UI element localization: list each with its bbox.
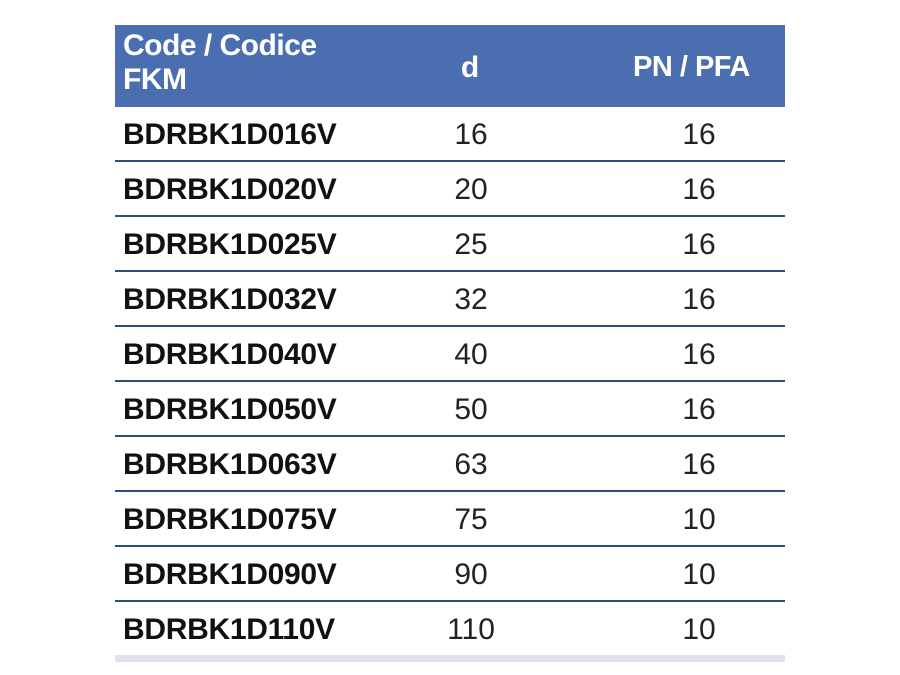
- table-header: Code / Codice FKM d PN / PFA: [115, 25, 785, 107]
- cell-pn: 16: [682, 448, 716, 481]
- cell-pn: 16: [682, 283, 716, 316]
- cell-pn: 16: [682, 393, 716, 426]
- product-table: Code / Codice FKM d PN / PFA BDRBK1D016V…: [115, 25, 785, 662]
- table-row: BDRBK1D090V 90 10: [115, 547, 785, 602]
- cell-d: 32: [454, 283, 488, 316]
- cell-pn: 16: [682, 173, 716, 206]
- table-row: BDRBK1D063V 63 16: [115, 437, 785, 492]
- header-d: d: [460, 51, 480, 84]
- cell-d: 75: [454, 503, 488, 536]
- cell-code: BDRBK1D063V: [123, 448, 337, 481]
- cell-d: 63: [454, 448, 488, 481]
- cell-pn: 10: [682, 558, 716, 591]
- cell-pn: 10: [682, 503, 716, 536]
- cell-pn: 16: [682, 228, 716, 261]
- table-row: BDRBK1D110V 110 10: [115, 602, 785, 655]
- cell-d: 110: [447, 613, 495, 646]
- table-row: BDRBK1D020V 20 16: [115, 162, 785, 217]
- table-row: BDRBK1D032V 32 16: [115, 272, 785, 327]
- table-row: BDRBK1D050V 50 16: [115, 382, 785, 437]
- header-code: Code / Codice FKM: [123, 29, 317, 97]
- cell-code: BDRBK1D110V: [123, 613, 335, 646]
- table-row: BDRBK1D040V 40 16: [115, 327, 785, 382]
- cell-d: 90: [454, 558, 488, 591]
- table-footer-bar: [115, 655, 785, 662]
- cell-d: 50: [454, 393, 488, 426]
- cell-d: 25: [454, 228, 488, 261]
- table-row: BDRBK1D016V 16 16: [115, 107, 785, 162]
- cell-code: BDRBK1D032V: [123, 283, 337, 316]
- cell-pn: 16: [682, 338, 716, 371]
- header-pn-pfa: PN / PFA: [633, 51, 750, 83]
- cell-code: BDRBK1D050V: [123, 393, 337, 426]
- cell-d: 40: [454, 338, 488, 371]
- cell-code: BDRBK1D025V: [123, 228, 337, 261]
- table-row: BDRBK1D025V 25 16: [115, 217, 785, 272]
- cell-pn: 10: [682, 613, 716, 646]
- table-row: BDRBK1D075V 75 10: [115, 492, 785, 547]
- cell-pn: 16: [682, 118, 716, 151]
- cell-d: 16: [454, 118, 488, 151]
- header-code-line2: FKM: [123, 63, 187, 96]
- cell-code: BDRBK1D016V: [123, 118, 337, 151]
- header-code-line1: Code / Codice: [123, 29, 317, 62]
- cell-d: 20: [454, 173, 488, 206]
- cell-code: BDRBK1D040V: [123, 338, 337, 371]
- cell-code: BDRBK1D075V: [123, 503, 337, 536]
- cell-code: BDRBK1D020V: [123, 173, 337, 206]
- cell-code: BDRBK1D090V: [123, 558, 337, 591]
